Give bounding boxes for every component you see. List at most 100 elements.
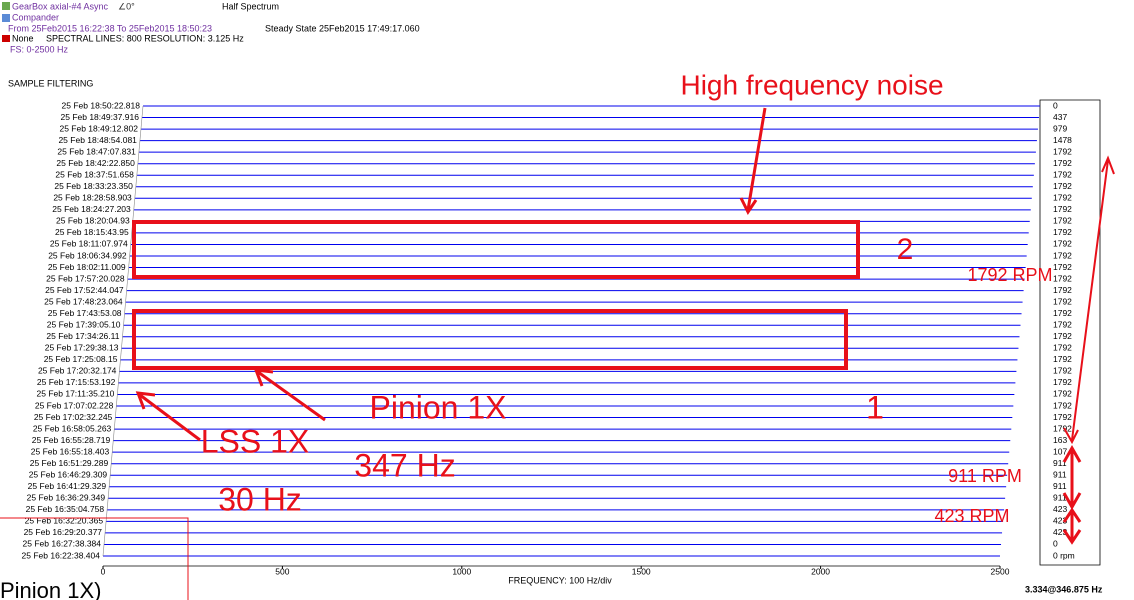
annotation: Pinion 1X) — [0, 578, 102, 600]
time-label: 25 Feb 18:06:34.992 — [48, 250, 127, 260]
time-label: 25 Feb 17:57:20.028 — [46, 273, 125, 283]
rpm-label: 911 — [1053, 493, 1067, 503]
rpm-label: 1792 — [1053, 146, 1072, 156]
compander: Compander — [12, 12, 59, 22]
arrow — [135, 391, 201, 442]
time-label: 25 Feb 18:47:07.831 — [57, 146, 136, 156]
rpm-label: 1792 — [1053, 412, 1072, 422]
rpm-label: 1792 — [1053, 216, 1072, 226]
box-cut — [0, 517, 189, 600]
rpm-label: 1792 — [1053, 389, 1072, 399]
rpm-label: 423 — [1053, 527, 1067, 537]
rpm-label: 1792 — [1053, 354, 1072, 364]
x-tick-label: 500 — [275, 566, 289, 576]
x-tick-label: 1500 — [632, 566, 651, 576]
icon — [2, 2, 10, 10]
rpm-label: 1792 — [1053, 377, 1072, 387]
annotation: 911 RPM — [948, 466, 1022, 486]
x-axis-label: FREQUENCY: 100 Hz/div — [508, 575, 612, 585]
time-label: 25 Feb 16:55:18.403 — [31, 446, 110, 456]
x-tick-label: 0 — [101, 566, 106, 576]
state: Steady State 25Feb2015 17:49:17.060 — [265, 23, 420, 33]
rpm-label: 1792 — [1053, 319, 1072, 329]
time-label: 25 Feb 16:46:29.309 — [29, 469, 108, 479]
time-label: 25 Feb 16:22:38.404 — [22, 550, 101, 560]
rpm-label: 1792 — [1053, 366, 1072, 376]
annotation: Pinion 1X — [370, 389, 507, 425]
time-label: 25 Feb 16:36:29.349 — [27, 493, 106, 503]
time-label: 25 Feb 17:25:08.15 — [44, 354, 118, 364]
annotation: 2 — [897, 233, 914, 266]
time-label: 25 Feb 17:02:32.245 — [34, 412, 113, 422]
time-label: 25 Feb 17:11:35.210 — [37, 389, 115, 399]
time-label: 25 Feb 18:28:58.903 — [53, 193, 132, 203]
rpm-label: 1792 — [1053, 250, 1072, 260]
icon — [2, 35, 10, 42]
time-label: 25 Feb 18:42:22.850 — [56, 158, 135, 168]
time-label: 25 Feb 18:33:23.350 — [54, 181, 133, 191]
rpm-label: 107 — [1053, 446, 1067, 456]
time-label: 25 Feb 18:15:43.95 — [55, 227, 129, 237]
rpm-label: 0 — [1053, 539, 1058, 549]
rpm-label: 1792 — [1053, 343, 1072, 353]
time-label: 25 Feb 18:11:07.974 — [50, 239, 128, 249]
rpm-label: 1792 — [1053, 285, 1072, 295]
annotation: 30 Hz — [218, 481, 302, 517]
time-label: 25 Feb 18:49:12.802 — [59, 123, 138, 133]
annotation: 423 RPM — [934, 506, 1009, 526]
annotation: 1 — [866, 389, 884, 425]
rpm-label: 1792 — [1053, 308, 1072, 318]
rpm-label: 437 — [1053, 112, 1067, 122]
time-label: 25 Feb 16:32:20.365 — [25, 516, 104, 526]
box-1 — [132, 309, 848, 370]
rpm-label: 911 — [1053, 481, 1067, 491]
arrow — [253, 368, 326, 422]
rpm-label: 1792 — [1053, 204, 1072, 214]
time-label: 25 Feb 16:35:04.758 — [26, 504, 105, 514]
time-label: 25 Feb 17:20:32.174 — [38, 366, 117, 376]
rpm-label: 1792 — [1053, 193, 1072, 203]
time-label: 25 Feb 18:24:27.203 — [52, 204, 131, 214]
time-label: 25 Feb 16:27:38.384 — [23, 539, 102, 549]
time-label: 25 Feb 17:43:53.08 — [48, 308, 122, 318]
time-label: 25 Feb 17:52:44.047 — [45, 285, 124, 295]
time-label: 25 Feb 18:49:37.916 — [61, 112, 140, 122]
annotation: High frequency noise — [680, 69, 943, 100]
arrow — [739, 107, 767, 215]
time-label: 25 Feb 18:50:22.818 — [62, 100, 141, 110]
time-label: 25 Feb 16:58:05.263 — [33, 423, 112, 433]
rpm-label: 0 — [1053, 100, 1058, 110]
rpm-label: 1792 — [1053, 169, 1072, 179]
time-label: 25 Feb 17:39:05.10 — [47, 319, 121, 329]
rpm-label: 1478 — [1053, 135, 1072, 145]
time-label: 25 Feb 16:29:20.377 — [24, 527, 103, 537]
arrow — [1062, 444, 1082, 511]
rpm-label: 1792 — [1053, 331, 1072, 341]
x-tick-label: 2500 — [991, 566, 1010, 576]
x-tick-label: 2000 — [811, 566, 830, 576]
angle: ∠0° — [118, 1, 135, 11]
time-label: 25 Feb 16:51:29.289 — [30, 458, 109, 468]
range: From 25Feb2015 16:22:38 To 25Feb2015 18:… — [8, 23, 212, 33]
filter: SAMPLE FILTERING — [8, 78, 93, 88]
rpm-label: 911 — [1053, 458, 1067, 468]
rpm-label: 1792 — [1053, 181, 1072, 191]
time-label: 25 Feb 17:07:02.228 — [35, 400, 114, 410]
rpm-label: 979 — [1053, 123, 1067, 133]
annotation: 1792 RPM — [967, 265, 1052, 285]
time-label: 25 Feb 18:37:51.658 — [55, 169, 134, 179]
rpm-label: 163 — [1053, 435, 1067, 445]
rpm-label: 1792 — [1053, 262, 1072, 272]
lines: SPECTRAL LINES: 800 RESOLUTION: 3.125 Hz — [46, 33, 244, 43]
box-2 — [132, 220, 860, 279]
window: None — [12, 33, 34, 43]
time-label: 25 Feb 16:41:29.329 — [28, 481, 107, 491]
rpm-label: 1792 — [1053, 239, 1072, 249]
arrow — [1063, 155, 1115, 445]
rpm-label: 423 — [1053, 516, 1067, 526]
rpm-label: 1792 — [1053, 400, 1072, 410]
annotation: LSS 1X — [201, 423, 310, 459]
icon — [2, 14, 10, 22]
rpm-label: 1792 — [1053, 296, 1072, 306]
